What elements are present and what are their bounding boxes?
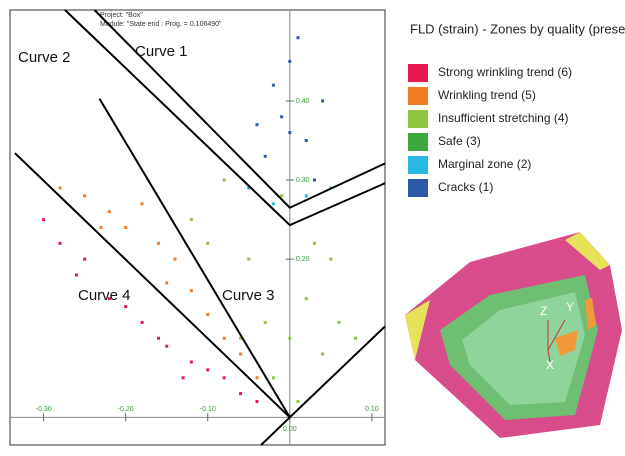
- point: [83, 194, 86, 197]
- point: [239, 392, 242, 395]
- point: [338, 321, 341, 324]
- legend-label: Wrinkling trend (5): [438, 88, 536, 102]
- x-tick-label: -0.10: [200, 406, 216, 413]
- triad-label: X: [546, 358, 554, 372]
- point: [239, 353, 242, 356]
- point: [264, 155, 267, 158]
- point: [59, 186, 62, 189]
- legend-swatch: [408, 156, 428, 174]
- point: [182, 376, 185, 379]
- point: [313, 179, 316, 182]
- curve-label: Curve 3: [222, 287, 275, 304]
- point: [272, 376, 275, 379]
- point: [59, 242, 62, 245]
- point: [288, 60, 291, 63]
- point: [288, 337, 291, 340]
- x-tick-label: 0.00: [283, 426, 297, 433]
- y-tick-label: 0.40: [296, 98, 310, 105]
- point: [264, 321, 267, 324]
- point: [141, 321, 144, 324]
- point: [354, 337, 357, 340]
- point: [206, 313, 209, 316]
- point: [190, 218, 193, 221]
- legend-swatch: [408, 110, 428, 128]
- point: [157, 337, 160, 340]
- point: [288, 131, 291, 134]
- point: [255, 400, 258, 403]
- point: [165, 281, 168, 284]
- legend-label: Cracks (1): [438, 180, 493, 194]
- point: [297, 36, 300, 39]
- legend-label: Safe (3): [438, 134, 481, 148]
- point: [100, 226, 103, 229]
- point: [190, 289, 193, 292]
- point: [329, 258, 332, 261]
- x-tick-label: -0.30: [36, 406, 52, 413]
- triad-label: Z: [540, 304, 547, 318]
- legend-swatch: [408, 133, 428, 151]
- legend-title: FLD (strain) - Zones by quality (preset): [410, 21, 625, 36]
- curve-label: Curve 1: [135, 43, 188, 60]
- point: [255, 376, 258, 379]
- part-render: Z Y X: [405, 232, 622, 438]
- point: [124, 226, 127, 229]
- point: [321, 99, 324, 102]
- point: [280, 115, 283, 118]
- point: [223, 376, 226, 379]
- point: [206, 242, 209, 245]
- point: [141, 202, 144, 205]
- point: [272, 202, 275, 205]
- point: [83, 258, 86, 261]
- legend-swatch: [408, 64, 428, 82]
- curve: [15, 153, 290, 417]
- header-module: Module: "State end : Prog. = 0.106490": [100, 21, 222, 28]
- point: [305, 139, 308, 142]
- point: [305, 194, 308, 197]
- point: [42, 218, 45, 221]
- point: [157, 242, 160, 245]
- point: [321, 353, 324, 356]
- point: [223, 337, 226, 340]
- curve-label: Curve 2: [18, 49, 71, 66]
- point: [255, 123, 258, 126]
- legend-swatch: [408, 87, 428, 105]
- point: [280, 194, 283, 197]
- point: [173, 258, 176, 261]
- point: [297, 400, 300, 403]
- header-project: Project: "Box": [100, 12, 143, 19]
- legend-label: Strong wrinkling trend (6): [438, 65, 572, 79]
- point: [108, 210, 111, 213]
- curve-label: Curve 4: [78, 287, 131, 304]
- curve: [99, 99, 385, 445]
- legend-label: Insufficient stretching (4): [438, 111, 569, 125]
- point: [124, 305, 127, 308]
- legend-label: Marginal zone (2): [438, 157, 531, 171]
- point: [313, 242, 316, 245]
- point: [75, 273, 78, 276]
- y-tick-label: 0.20: [296, 256, 310, 263]
- point: [272, 84, 275, 87]
- point: [223, 179, 226, 182]
- y-tick-label: 0.30: [296, 177, 310, 184]
- point: [190, 360, 193, 363]
- legend-swatch: [408, 179, 428, 197]
- chart: Project: "Box" Module: "State end : Prog…: [0, 0, 625, 451]
- point: [206, 368, 209, 371]
- curve: [65, 10, 385, 225]
- x-tick-label: -0.20: [118, 406, 134, 413]
- point: [305, 297, 308, 300]
- point: [165, 345, 168, 348]
- triad-label: Y: [566, 300, 574, 314]
- point: [247, 258, 250, 261]
- x-tick-label: 0.10: [365, 406, 379, 413]
